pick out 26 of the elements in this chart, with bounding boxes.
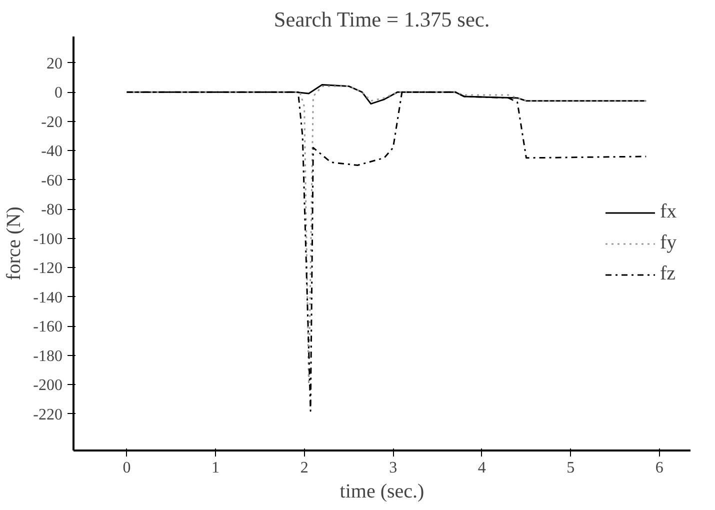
y-tick-label: -20: [41, 114, 62, 131]
y-tick-label: -180: [33, 348, 62, 365]
y-tick-label: -40: [41, 143, 62, 160]
x-tick-label: 4: [478, 460, 486, 476]
y-tick-label: -120: [33, 260, 62, 278]
y-tick-label: -160: [33, 318, 62, 336]
chart-title: Search Time = 1.375 sec.: [274, 8, 490, 32]
y-tick-label: 20: [46, 55, 62, 72]
y-axis-title: force (N): [3, 206, 26, 280]
x-tick-label: 3: [389, 460, 398, 476]
y-tick-label: -100: [33, 230, 62, 248]
y-tick-label: 0: [54, 84, 62, 102]
x-axis-title: time (sec.): [340, 480, 424, 502]
x-tick-label: 6: [655, 460, 664, 476]
legend-label: fz: [660, 262, 677, 286]
legend-label: fx: [660, 200, 678, 224]
y-tick-label: -60: [41, 172, 62, 190]
legend-label: fy: [660, 232, 678, 254]
x-tick-label: 2: [300, 460, 308, 476]
y-tick-label: -140: [33, 289, 62, 306]
x-tick-label: 0: [122, 460, 131, 476]
x-tick-label: 1: [212, 460, 220, 476]
y-tick-label: -80: [41, 202, 62, 219]
x-tick-label: 5: [566, 460, 575, 476]
y-tick-label: -200: [33, 377, 62, 394]
y-tick-label: -220: [33, 406, 62, 424]
